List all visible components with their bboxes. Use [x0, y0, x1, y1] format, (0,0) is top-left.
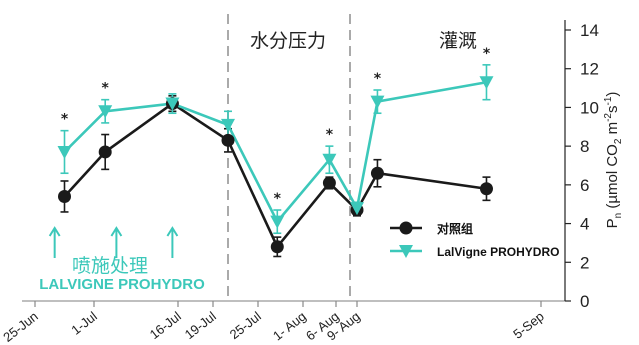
data-point — [221, 118, 235, 132]
x-tick-label: 25-Jul — [227, 308, 264, 342]
data-point — [479, 76, 494, 90]
legend-label-control: 对照组 — [437, 221, 473, 236]
legend-label-prohydro: LalVigne PROHYDRO — [437, 245, 559, 259]
legend-marker-control — [399, 221, 413, 235]
y-tick-label: 4 — [580, 215, 589, 234]
series-line — [63, 102, 487, 249]
significance-star: * — [483, 46, 491, 62]
y-tick-label: 2 — [580, 253, 589, 272]
x-tick-label: 5-Sep — [510, 309, 547, 342]
data-point — [57, 145, 72, 159]
significance-markers: * * * * * * — [61, 46, 491, 207]
significance-star: * — [374, 71, 382, 87]
data-point — [370, 95, 385, 109]
significance-star: * — [61, 112, 69, 128]
series-layer — [57, 64, 494, 258]
spray-arrow-head — [48, 226, 61, 237]
significance-star: * — [274, 191, 282, 207]
data-point — [98, 105, 113, 119]
data-point — [58, 189, 71, 203]
legend-marker-prohydro — [399, 245, 413, 258]
spray-label-en: LALVIGNE PROHYDRO — [39, 276, 205, 293]
y-tick-label: 6 — [580, 176, 589, 195]
legend: 对照组 LalVigne PROHYDRO — [390, 221, 559, 259]
y-tick-label: 12 — [580, 60, 599, 79]
data-point — [370, 166, 384, 180]
data-point — [165, 97, 180, 111]
y-tick-label: 10 — [580, 98, 599, 117]
x-tick-label: 25-Jun — [0, 309, 41, 345]
y-tick-label: 0 — [580, 292, 589, 311]
data-point — [322, 176, 336, 190]
phase-label-stress: 水分压力 — [250, 30, 326, 52]
svg-text:Pn (µmol CO2 m-2s-1): Pn (µmol CO2 m-2s-1) — [603, 92, 624, 229]
y-axis-ticks: 0 2 4 6 8 10 12 14 — [565, 21, 599, 311]
significance-star: * — [102, 81, 110, 97]
y-tick-label: 14 — [580, 21, 599, 40]
data-point — [98, 145, 112, 159]
y-tick-label: 8 — [580, 137, 589, 156]
y-axis-label: Pn (µmol CO2 m-2s-1) — [603, 92, 624, 229]
spray-arrow-head — [110, 226, 123, 237]
spray-label-cn: 喷施处理 — [72, 255, 148, 277]
data-point — [350, 202, 364, 216]
spray-arrow-head — [166, 226, 179, 237]
data-point — [479, 182, 493, 196]
significance-star: * — [326, 127, 334, 143]
x-tick-label: 19-Jul — [182, 308, 219, 342]
phase-label-irrigation: 灌溉 — [439, 30, 477, 52]
x-tick-label: 1- Aug — [270, 309, 309, 344]
spray-arrows — [48, 226, 179, 258]
data-point — [322, 153, 337, 167]
data-point — [270, 240, 284, 254]
data-point — [221, 133, 235, 147]
x-tick-label: 16-Jul — [147, 308, 184, 342]
data-point — [270, 215, 285, 229]
x-tick-label: 1-Jul — [68, 308, 100, 337]
